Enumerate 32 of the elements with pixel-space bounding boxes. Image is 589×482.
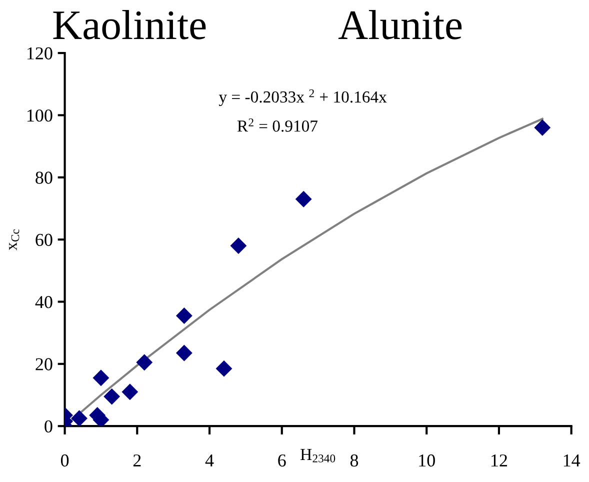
y-axis-title: x$_{Cc}$: [9, 229, 20, 250]
point: [92, 370, 110, 386]
y-tick-label: 20: [36, 358, 52, 370]
point: [295, 190, 312, 208]
point: [176, 308, 192, 324]
point: [136, 354, 153, 371]
x-tick-label: 4: [205, 454, 214, 466]
text: Kaolinite: [53, 10, 206, 40]
y-tick-label: 100: [27, 109, 52, 122]
x-tick-label: 10: [419, 454, 435, 467]
annotation: R$^{2}$ = 0.9107: [237, 118, 318, 132]
x-tick-label: 6: [278, 454, 286, 467]
point: [122, 384, 138, 400]
y-tick-label: 40: [35, 296, 52, 308]
point: [534, 119, 551, 136]
y-tick-label: 80: [36, 172, 52, 184]
x-tick-label: 8: [350, 454, 358, 467]
point: [104, 388, 120, 405]
annotation: y = -0.2033x $^{2}$ + 10.164x: [218, 89, 387, 106]
point: [176, 344, 192, 362]
x-tick-label: 14: [564, 454, 580, 466]
text: Alunite: [338, 10, 462, 40]
y-tick-label: 60: [36, 234, 52, 246]
y-tick-label: 0: [44, 420, 52, 433]
y-tick-label: 120: [27, 47, 52, 60]
point: [71, 410, 88, 426]
x-axis-title: H$_{2340}$: [300, 449, 336, 462]
x-tick-label: 0: [60, 454, 69, 467]
point: [216, 360, 232, 377]
x-tick-label: 2: [133, 454, 141, 466]
point: [230, 238, 247, 254]
x-tick-label: 12: [492, 454, 507, 466]
